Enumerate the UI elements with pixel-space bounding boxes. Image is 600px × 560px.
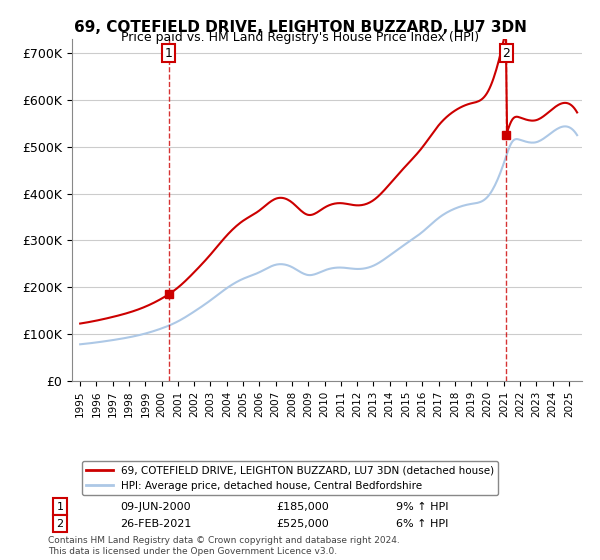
Legend: 69, COTEFIELD DRIVE, LEIGHTON BUZZARD, LU7 3DN (detached house), HPI: Average pr: 69, COTEFIELD DRIVE, LEIGHTON BUZZARD, L… — [82, 461, 498, 494]
Text: 2: 2 — [502, 46, 510, 60]
Text: 2: 2 — [56, 519, 64, 529]
Text: 6% ↑ HPI: 6% ↑ HPI — [396, 519, 448, 529]
Text: Price paid vs. HM Land Registry's House Price Index (HPI): Price paid vs. HM Land Registry's House … — [121, 31, 479, 44]
Text: £185,000: £185,000 — [276, 502, 329, 512]
Text: £525,000: £525,000 — [276, 519, 329, 529]
Text: 1: 1 — [56, 502, 64, 512]
Text: 09-JUN-2000: 09-JUN-2000 — [120, 502, 191, 512]
Text: 9% ↑ HPI: 9% ↑ HPI — [396, 502, 449, 512]
Text: Contains HM Land Registry data © Crown copyright and database right 2024.
This d: Contains HM Land Registry data © Crown c… — [48, 536, 400, 556]
Text: 1: 1 — [165, 46, 173, 60]
Text: 26-FEB-2021: 26-FEB-2021 — [120, 519, 191, 529]
Text: 69, COTEFIELD DRIVE, LEIGHTON BUZZARD, LU7 3DN: 69, COTEFIELD DRIVE, LEIGHTON BUZZARD, L… — [74, 20, 526, 35]
